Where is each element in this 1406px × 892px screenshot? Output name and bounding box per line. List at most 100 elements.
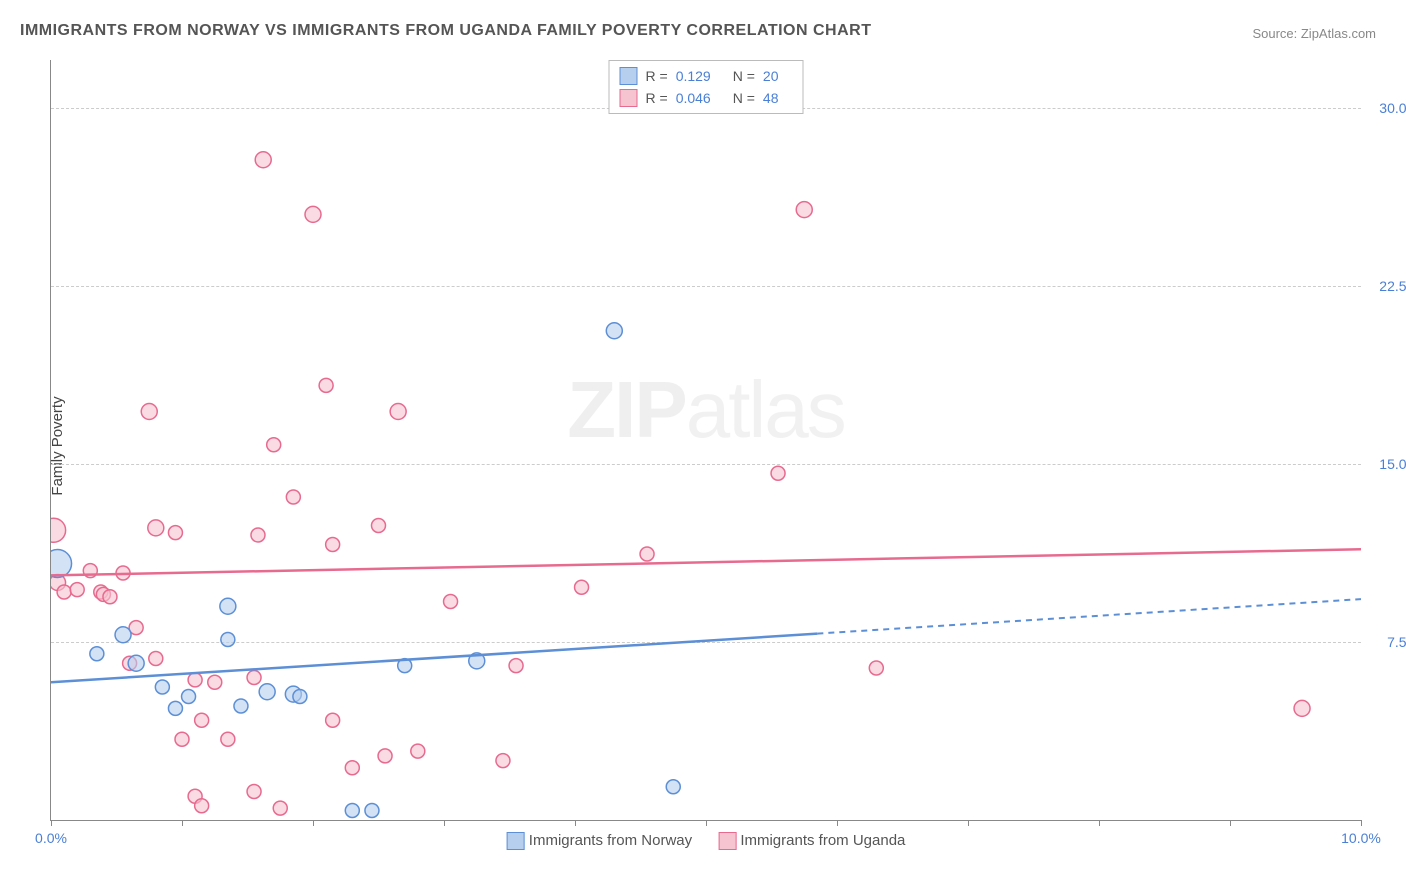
legend-r-value: 0.046 [676,90,711,106]
data-point [247,785,261,799]
x-tick [1361,820,1362,826]
x-tick [313,820,314,826]
data-point [115,627,131,643]
x-tick [1230,820,1231,826]
data-point [267,438,281,452]
legend-series: Immigrants from Norway Immigrants from U… [507,832,906,850]
data-point [372,519,386,533]
data-point [345,761,359,775]
data-point [221,633,235,647]
y-tick-label: 30.0% [1379,100,1406,116]
data-point [378,749,392,763]
y-tick-label: 22.5% [1379,278,1406,294]
data-point [103,590,117,604]
data-point [869,661,883,675]
data-point [247,671,261,685]
trend-line [51,634,817,683]
data-point [1294,700,1310,716]
trend-line [51,549,1361,575]
data-point [293,690,307,704]
data-point [141,404,157,420]
data-point [234,699,248,713]
data-point [444,595,458,609]
legend-item: Immigrants from Uganda [718,832,905,850]
x-tick [837,820,838,826]
legend-r-label: R = [646,90,668,106]
legend-row: R = 0.046 N = 48 [620,87,793,109]
data-point [182,690,196,704]
data-point [606,323,622,339]
x-tick-label: 0.0% [35,830,67,846]
data-point [286,490,300,504]
data-point [148,520,164,536]
trend-line-extrapolated [817,599,1361,633]
legend-row: R = 0.129 N = 20 [620,65,793,87]
data-point [509,659,523,673]
data-point [57,585,71,599]
legend-r-label: R = [646,68,668,84]
data-point [411,744,425,758]
data-point [326,538,340,552]
data-point [273,801,287,815]
swatch-icon [718,832,736,850]
x-tick-label: 10.0% [1341,830,1381,846]
legend-n-value: 20 [763,68,779,84]
data-point [390,404,406,420]
data-point [149,652,163,666]
data-point [220,598,236,614]
plot-area: ZIPatlas R = 0.129 N = 20 R = 0.046 N = … [50,60,1361,821]
data-point [796,202,812,218]
legend-n-label: N = [733,90,755,106]
legend-item: Immigrants from Norway [507,832,693,850]
legend-series-label: Immigrants from Uganda [740,832,905,849]
x-tick [575,820,576,826]
data-point [51,518,66,542]
data-point [319,378,333,392]
data-point [51,550,72,578]
x-tick [444,820,445,826]
data-point [221,732,235,746]
legend-r-value: 0.129 [676,68,711,84]
chart-container: IMMIGRANTS FROM NORWAY VS IMMIGRANTS FRO… [0,0,1406,892]
data-point [640,547,654,561]
data-point [195,799,209,813]
data-point [175,732,189,746]
data-point [345,804,359,818]
x-tick [706,820,707,826]
data-point [168,526,182,540]
legend-n-value: 48 [763,90,779,106]
chart-title: IMMIGRANTS FROM NORWAY VS IMMIGRANTS FRO… [20,22,872,40]
data-point [251,528,265,542]
x-tick [182,820,183,826]
data-point [326,713,340,727]
data-point [155,680,169,694]
swatch-icon [507,832,525,850]
y-tick-label: 7.5% [1387,634,1406,650]
data-point [168,701,182,715]
legend-series-label: Immigrants from Norway [529,832,692,849]
plot-svg [51,60,1361,820]
swatch-icon [620,89,638,107]
x-tick [51,820,52,826]
data-point [575,580,589,594]
data-point [666,780,680,794]
x-tick [1099,820,1100,826]
data-point [771,466,785,480]
data-point [188,673,202,687]
x-tick [968,820,969,826]
y-tick-label: 15.0% [1379,456,1406,472]
data-point [305,206,321,222]
data-point [195,713,209,727]
data-point [255,152,271,168]
legend-correlation-box: R = 0.129 N = 20 R = 0.046 N = 48 [609,60,804,114]
data-point [208,675,222,689]
data-point [70,583,84,597]
source-label: Source: ZipAtlas.com [1252,26,1376,41]
data-point [259,684,275,700]
data-point [128,655,144,671]
swatch-icon [620,67,638,85]
data-point [365,804,379,818]
data-point [496,754,510,768]
legend-n-label: N = [733,68,755,84]
data-point [90,647,104,661]
